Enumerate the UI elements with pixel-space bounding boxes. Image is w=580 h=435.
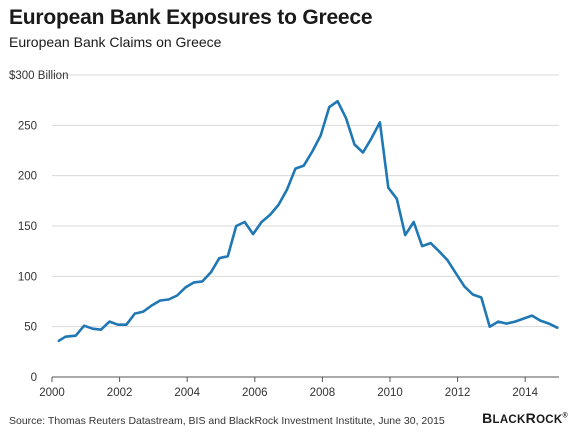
x-tick-label: 2002 xyxy=(107,387,133,399)
y-axis-ticks: 0 50 100 150 200 250 $300 Billion xyxy=(9,70,68,384)
gridlines xyxy=(52,74,559,328)
y-tick-label: 250 xyxy=(18,120,37,132)
y-tick-label: 100 xyxy=(18,271,37,283)
y-tick-label: 50 xyxy=(24,322,37,334)
chart-title: European Bank Exposures to Greece xyxy=(9,6,373,29)
x-tick-label: 2004 xyxy=(174,387,200,399)
y-tick-label: 0 xyxy=(31,372,37,384)
x-tick-label: 2000 xyxy=(39,387,65,399)
series-line xyxy=(57,99,559,343)
source-note: Source: Thomas Reuters Datastream, BIS a… xyxy=(9,415,445,427)
chart-subtitle: European Bank Claims on Greece xyxy=(9,34,222,50)
x-tick-label: 2012 xyxy=(445,387,471,399)
x-tick-label: 2008 xyxy=(310,387,336,399)
y-tick-label: 150 xyxy=(18,221,37,233)
y-tick-label: $300 Billion xyxy=(9,70,68,82)
blackrock-logo: BLACKROCK® xyxy=(482,410,568,426)
y-tick-label: 200 xyxy=(18,171,37,183)
series-group xyxy=(57,99,559,343)
x-tick-label: 2010 xyxy=(377,387,403,399)
x-tick-label: 2014 xyxy=(512,387,538,399)
x-tick-label: 2006 xyxy=(242,387,268,399)
x-axis-ticks: 2000 2002 2004 2006 2008 2010 2012 2014 xyxy=(39,377,539,399)
